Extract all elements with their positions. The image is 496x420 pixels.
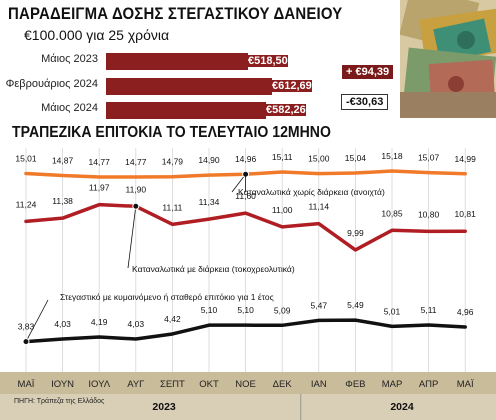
source-note: ΠΗΓΗ: Τράπεζα της Ελλάδος [14, 398, 105, 405]
data-label: 5,01 [384, 306, 401, 316]
loan-value-may-2024: €582,26 [266, 104, 306, 116]
data-label: 14,96 [235, 154, 257, 164]
x-tick-label: ΙΑΝ [311, 379, 327, 390]
x-tick-label: ΜΑΪ [18, 379, 35, 390]
data-label: 11,11 [162, 202, 182, 212]
data-label: 4,03 [128, 319, 145, 329]
data-label: 15,00 [308, 154, 330, 164]
data-label: 5,49 [347, 300, 364, 310]
data-label: 14,77 [89, 157, 111, 167]
data-label: 14,77 [125, 157, 147, 167]
data-label: 11,14 [308, 202, 329, 212]
loan-label-feb-2024: Φεβρουάριος 2024 [5, 78, 98, 90]
loan-value-may-2023: €518,50 [248, 55, 288, 67]
x-tick-label: ΟΚΤ [199, 379, 219, 390]
page-title: ΠΑΡΑΔΕΙΓΜΑ ΔΟΣΗΣ ΣΤΕΓΑΣΤΙΚΟΥ ΔΑΝΕΙΟΥ [8, 4, 343, 23]
data-label: 10,81 [455, 209, 477, 219]
series-line-1 [24, 202, 467, 252]
data-label: 15,18 [381, 151, 403, 161]
data-label: 10,85 [381, 208, 403, 218]
data-label: 5,10 [237, 305, 254, 315]
series-line-2 [24, 318, 467, 344]
x-tick-label: ΑΠΡ [419, 379, 439, 390]
loan-bar-may-2023 [106, 53, 248, 70]
data-label: 5,47 [311, 300, 328, 310]
data-label: 4,03 [54, 319, 71, 329]
data-label: 11,00 [272, 205, 293, 215]
money-photo [400, 0, 496, 118]
data-label: 5,10 [201, 305, 218, 315]
loan-value-feb-2024: €612,69 [272, 80, 312, 92]
data-label: 14,90 [198, 155, 220, 165]
data-label: 3,83 [18, 322, 35, 332]
data-label: 9,99 [347, 228, 364, 238]
data-label: 14,87 [52, 156, 74, 166]
change-down-badge: -€30,63 [341, 94, 389, 110]
data-label: 14,99 [455, 154, 477, 164]
change-up-badge: + €94,39 [341, 64, 395, 80]
data-label: 11,60 [235, 191, 256, 201]
data-label: 10,80 [418, 209, 440, 219]
series-name: Καταναλωτικά χωρίς διάρκεια (ανοιχτά) [238, 187, 385, 197]
section-title: ΤΡΑΠΕΖΙΚΑ ΕΠΙΤΟΚΙΑ ΤΟ ΤΕΛΕΥΤΑΙΟ 12ΜΗΝΟ [12, 124, 331, 141]
year-label: 2024 [390, 401, 414, 413]
x-axis-band [0, 372, 496, 394]
loan-bar-feb-2024 [106, 78, 272, 95]
x-tick-label: ΔΕΚ [273, 379, 293, 390]
data-label: 15,11 [272, 152, 293, 162]
data-label: 11,38 [52, 196, 73, 206]
data-label: 11,24 [16, 199, 37, 209]
leader-line [25, 299, 49, 342]
x-tick-label: ΣΕΠΤ [160, 379, 185, 390]
leader-line [231, 173, 246, 193]
x-tick-label: ΙΟΥΝ [51, 379, 74, 390]
data-label: 14,79 [162, 157, 184, 167]
page-subtitle: €100.000 για 25 χρόνια [24, 27, 170, 43]
loan-label-may-2023: Μάιος 2023 [41, 53, 98, 65]
year-label: 2023 [152, 401, 176, 413]
series-name: Καταναλωτικά με διάρκεια (τοκοχρεολυτικά… [132, 264, 295, 274]
series-name: Στεγαστικό με κυμαινόμενο ή σταθερό επιτ… [60, 292, 274, 302]
loan-label-may-2024: Μάιος 2024 [41, 102, 98, 114]
data-label: 4,96 [457, 307, 474, 317]
x-tick-label: ΜΑΪ [457, 379, 474, 390]
data-label: 15,07 [418, 153, 440, 163]
data-label: 11,90 [125, 184, 146, 194]
loan-bar-may-2024 [106, 102, 266, 119]
x-tick-label: ΦΕΒ [345, 379, 365, 390]
data-label: 5,11 [421, 305, 437, 315]
x-tick-label: ΜΑΡ [382, 379, 403, 390]
x-tick-label: ΑΥΓ [127, 379, 144, 390]
x-tick-label: ΝΟΕ [235, 379, 256, 390]
year-band [0, 394, 496, 420]
data-label: 5,09 [274, 305, 291, 315]
data-label: 11,97 [89, 183, 110, 193]
data-label: 4,19 [91, 317, 108, 327]
data-label: 11,34 [199, 197, 220, 207]
data-label: 15,01 [15, 153, 37, 163]
series-marker [132, 202, 140, 210]
leader-line [127, 206, 137, 269]
data-label: 15,04 [345, 153, 367, 163]
data-label: 4,42 [164, 314, 181, 324]
series-marker [22, 338, 30, 346]
x-tick-label: ΙΟΥΛ [88, 379, 110, 390]
